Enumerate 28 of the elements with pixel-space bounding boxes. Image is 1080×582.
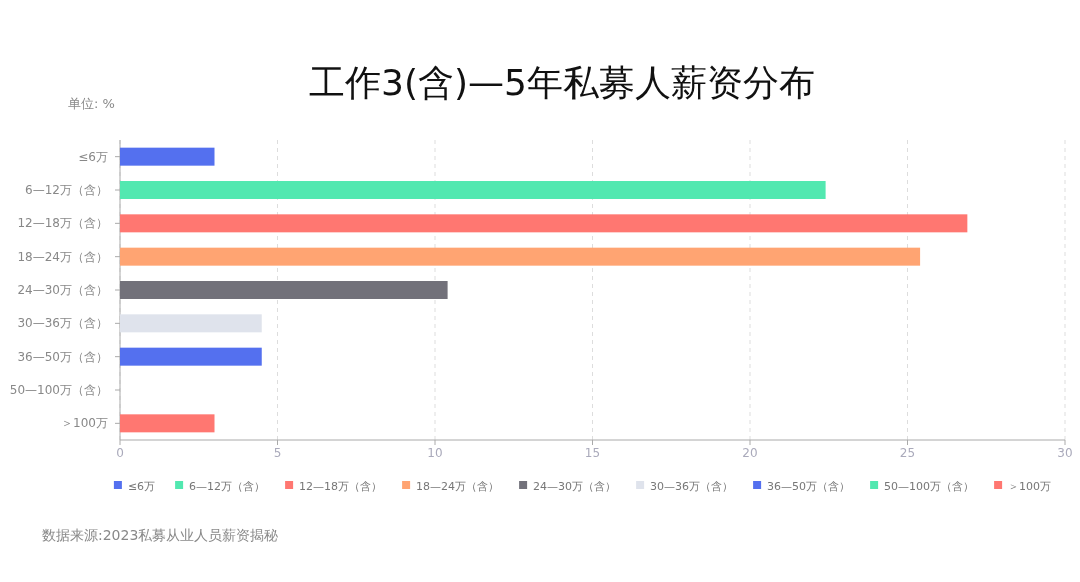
legend-label: ＞100万 <box>1008 480 1052 493</box>
y-tick-label: 30—36万（含） <box>17 316 108 331</box>
x-tick-label: 20 <box>742 446 758 460</box>
legend-label: 24—30万（含） <box>533 480 617 493</box>
x-tick-label: 25 <box>899 446 916 460</box>
y-tick-label: 18—24万（含） <box>17 249 108 264</box>
legend-label: 36—50万（含） <box>767 480 851 493</box>
source-note: 数据来源:2023私募从业人员薪资揭秘 <box>42 527 279 543</box>
chart-title: 工作3(含)—5年私募人薪资分布 <box>309 62 815 103</box>
y-tick-label: 6—12万（含） <box>25 183 108 197</box>
x-tick-label: 15 <box>584 446 601 460</box>
legend-label: 30—36万（含） <box>650 480 734 493</box>
y-tick-label: 12—18万（含） <box>17 216 108 231</box>
y-tick-label: ＞100万 <box>61 416 108 431</box>
x-tick-label: 5 <box>273 446 282 460</box>
x-tick-label: 30 <box>1057 446 1073 460</box>
legend-label: 18—24万（含） <box>416 480 500 493</box>
legend-label: 6—12万（含） <box>189 480 266 493</box>
legend-label: ≤6万 <box>127 480 156 493</box>
legend-label: 12—18万（含） <box>299 480 383 493</box>
legend-label: 50—100万（含） <box>884 480 975 493</box>
y-tick-label: 24—30万（含） <box>17 283 108 297</box>
y-tick-label: 50—100万（含） <box>9 383 108 397</box>
y-axis-title: 单位: % <box>68 96 115 111</box>
x-tick-label: 0 <box>116 446 124 460</box>
y-tick-label: 36—50万（含） <box>17 349 108 364</box>
y-tick-label: ≤6万 <box>78 149 108 164</box>
x-tick-label: 10 <box>427 446 443 460</box>
